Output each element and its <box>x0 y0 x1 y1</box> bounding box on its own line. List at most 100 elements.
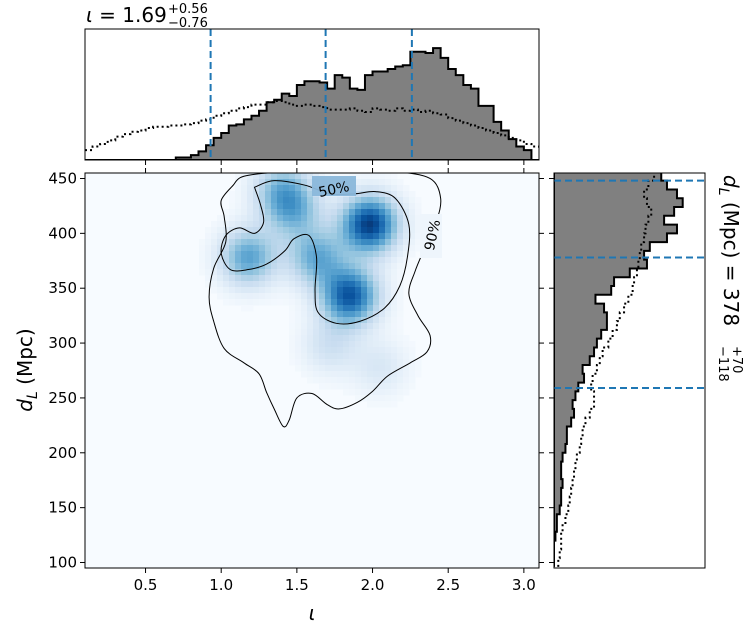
density-cell <box>265 293 272 300</box>
right-histogram-dotted <box>557 173 656 567</box>
density-cell <box>379 353 386 360</box>
density-cell <box>325 239 332 246</box>
density-cell <box>283 299 290 306</box>
density-cell <box>397 347 404 354</box>
density-cell <box>217 287 224 294</box>
density-cell <box>307 353 314 360</box>
density-cell <box>337 317 344 324</box>
density-cell <box>265 179 272 186</box>
density-cell <box>385 287 392 294</box>
density-cell <box>247 257 254 264</box>
density-cell <box>361 257 368 264</box>
density-cell <box>283 239 290 246</box>
top-title-minus: −0.76 <box>168 16 208 31</box>
density-cell <box>241 209 248 216</box>
density-cell <box>301 263 308 270</box>
density-cell <box>283 197 290 204</box>
density-cell <box>313 359 320 366</box>
density-cell <box>277 233 284 240</box>
density-cell <box>283 173 290 180</box>
density-cell <box>409 221 416 228</box>
density-cell <box>265 227 272 234</box>
top-histogram-dotted <box>85 99 539 152</box>
density-cell <box>385 347 392 354</box>
density-cell <box>343 215 350 222</box>
density-cell <box>391 311 398 318</box>
density-cell <box>283 293 290 300</box>
density-cell <box>235 251 242 258</box>
density-cell <box>265 197 272 204</box>
density-cell <box>301 203 308 210</box>
density-cell <box>409 191 416 198</box>
density-cell <box>349 209 356 216</box>
density-cell <box>247 209 254 216</box>
density-cell <box>307 287 314 294</box>
density-cell <box>403 257 410 264</box>
density-cell <box>259 227 266 234</box>
density-cell <box>199 245 206 252</box>
density-cell <box>301 191 308 198</box>
density-cell <box>307 191 314 198</box>
density-cell <box>283 203 290 210</box>
density-cell <box>283 209 290 216</box>
density-cell <box>403 347 410 354</box>
density-cell <box>343 251 350 258</box>
density-cell <box>379 215 386 222</box>
density-cell <box>391 239 398 246</box>
density-cell <box>283 251 290 258</box>
density-cell <box>313 281 320 288</box>
density-cell <box>295 215 302 222</box>
density-cell <box>211 269 218 276</box>
density-cell <box>367 299 374 306</box>
density-cell <box>415 209 422 216</box>
density-cell <box>331 299 338 306</box>
density-cell <box>373 251 380 258</box>
density-cell <box>349 353 356 360</box>
density-cell <box>349 263 356 270</box>
density-cell <box>259 299 266 306</box>
x-tick-label: 2.0 <box>361 576 385 594</box>
density-cell <box>289 227 296 234</box>
top-panel-ticks <box>145 160 525 173</box>
density-cell <box>361 335 368 342</box>
density-cell <box>259 281 266 288</box>
density-cell <box>283 281 290 288</box>
density-cell <box>235 263 242 270</box>
density-cell <box>343 347 350 354</box>
density-cell <box>283 185 290 192</box>
density-cell <box>295 197 302 204</box>
density-cell <box>379 299 386 306</box>
density-cell <box>325 197 332 204</box>
density-cell <box>385 269 392 276</box>
density-cell <box>343 293 350 300</box>
density-cell <box>385 341 392 348</box>
density-cell <box>295 335 302 342</box>
density-cell <box>343 329 350 336</box>
density-cell <box>361 311 368 318</box>
density-cell <box>247 227 254 234</box>
density-cell <box>331 293 338 300</box>
density-cell <box>349 377 356 384</box>
density-cell <box>313 335 320 342</box>
density-cell <box>307 275 314 282</box>
density-cell <box>367 293 374 300</box>
density-cell <box>337 251 344 258</box>
density-cell <box>313 329 320 336</box>
density-cell <box>379 335 386 342</box>
density-cell <box>241 299 248 306</box>
density-cell <box>325 371 332 378</box>
density-cell <box>289 251 296 258</box>
density-cell <box>253 227 260 234</box>
density-cell <box>259 293 266 300</box>
density-cell <box>307 245 314 252</box>
density-cell <box>241 203 248 210</box>
density-cell <box>409 203 416 210</box>
density-cell <box>385 395 392 402</box>
density-cell <box>307 293 314 300</box>
density-cell <box>373 173 380 180</box>
density-cell <box>283 257 290 264</box>
density-cell <box>331 335 338 342</box>
density-cell <box>253 263 260 270</box>
density-cell <box>349 329 356 336</box>
density-cell <box>319 239 326 246</box>
